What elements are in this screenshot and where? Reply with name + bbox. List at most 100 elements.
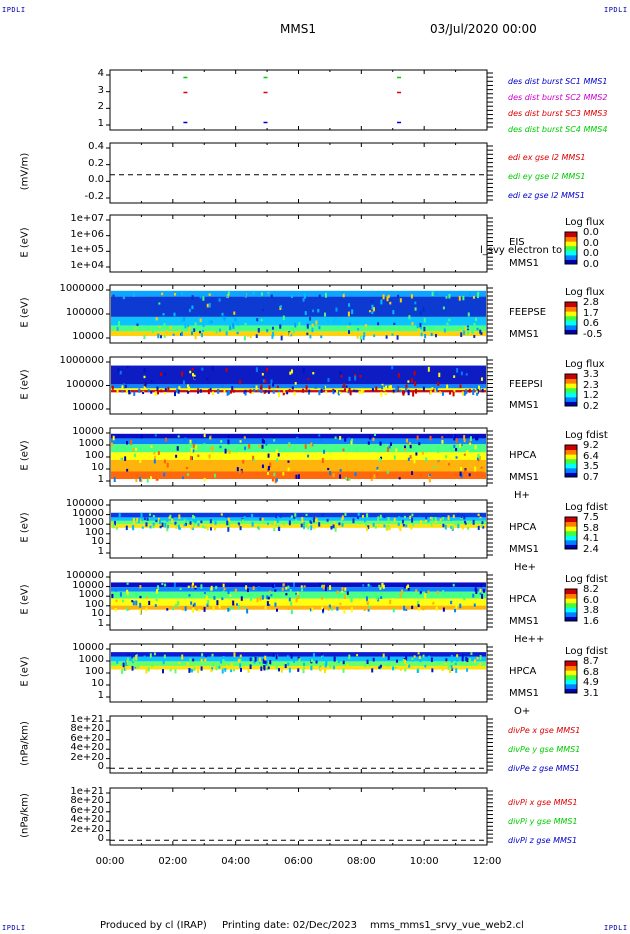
y-tick-label: 2 [97,101,104,113]
heatmap-cell [346,591,349,595]
heatmap-cell [184,522,187,526]
y-tick-label: 6e+20 [70,732,104,744]
heatmap-cell [264,660,267,665]
heatmap-cell [357,516,360,520]
heatmap-cell [115,599,118,603]
heatmap-cell [164,388,167,392]
heatmap-cell [477,525,480,530]
heatmap-cell [221,316,224,320]
heatmap-cell [475,385,478,390]
heatmap-cell [311,323,314,327]
heatmap-cell [335,307,338,312]
heatmap-cell [237,658,240,663]
heatmap-cell [387,517,390,521]
heatmap-cell [150,391,153,394]
colorbar-title: Log fdist [565,430,608,441]
heatmap-cell [471,435,474,439]
heatmap-cell [475,390,478,393]
heatmap-cell [134,592,137,595]
legend-entry: divPi y gse MMS1 [508,817,578,826]
heatmap-cell [253,459,256,462]
heatmap-cell [169,325,172,330]
heatmap-cell [438,461,441,464]
heatmap-cell [119,370,122,375]
y-tick-label: 2e+20 [70,751,104,763]
heatmap-cell [267,453,270,458]
spacecraft-label: MMS1 [509,328,539,340]
heatmap-cell [463,330,466,335]
colorbar-value: 4.9 [583,677,599,689]
heatmap-cell [190,524,193,530]
colorbar-segment [565,241,577,247]
heatmap-cell [468,440,471,443]
y-tick-label: 1 [97,546,104,557]
heatmap-cell [191,527,194,531]
heatmap-cell [194,585,197,588]
instrument-label: HPCA [509,594,537,606]
colorbar-value: 7.5 [583,512,599,523]
heatmap-cell [351,438,354,442]
y-tick-label: 4 [97,68,104,79]
heatmap-cell [399,593,402,599]
heatmap-band [111,517,486,521]
heatmap-cell [380,456,383,460]
heatmap-cell [225,368,228,372]
heatmap-cell [315,384,318,389]
heatmap-cell [434,333,437,338]
heatmap-cell [311,327,314,333]
heatmap-cell [121,390,124,393]
legend-entry: edi ez gse l2 MMS1 [508,191,585,200]
heatmap-cell [477,664,480,668]
heatmap-band [111,652,486,657]
spacecraft-label: MMS1 [509,543,539,555]
heatmap-band [111,587,486,592]
heatmap-cell [153,452,156,455]
heatmap-cell [192,607,195,613]
heatmap-cell [187,384,190,388]
heatmap-cell [126,468,129,472]
heatmap-cell [288,520,291,526]
colorbar-segment [565,539,577,545]
heatmap-cell [266,328,269,333]
heatmap-cell [239,526,242,531]
heatmap-cell [368,310,371,313]
heatmap-cell [403,585,406,589]
heatmap-cell [202,296,205,301]
heatmap-cell [397,522,400,526]
heatmap-cell [118,513,121,518]
heatmap-cell [223,316,226,321]
heatmap-cell [465,389,468,395]
heatmap-cell [367,525,370,530]
heatmap-cell [301,588,304,592]
heatmap-cell [261,595,264,600]
heatmap-cell [468,658,471,663]
heatmap-cell [482,589,485,593]
heatmap-cell [136,517,139,522]
heatmap-cell [227,527,230,532]
heatmap-cell [466,668,469,672]
heatmap-cell [210,585,213,591]
heatmap-cell [350,607,353,613]
heatmap-cell [205,654,208,658]
heatmap-cell [200,584,203,589]
heatmap-cell [415,452,418,456]
heatmap-cell [191,385,194,388]
heatmap-cell [331,607,334,611]
heatmap-cell [227,291,230,296]
y-tick-label: 1000 [78,517,104,529]
heatmap-cell [252,586,255,590]
legend-entry: edi ex gse l2 MMS1 [508,153,586,162]
heatmap-cell [410,294,413,299]
heatmap-cell [206,378,209,381]
heatmap-cell [272,331,275,337]
heatmap-cell [367,449,370,452]
heatmap-cell [286,655,289,660]
y-tick-label: 8e+20 [70,795,104,807]
heatmap-cell [364,662,367,668]
heatmap-cell [420,332,423,337]
heatmap-cell [219,445,222,449]
heatmap-cell [332,473,335,478]
heatmap-cell [209,459,212,465]
heatmap-cell [398,524,401,529]
heatmap-cell [377,516,380,521]
